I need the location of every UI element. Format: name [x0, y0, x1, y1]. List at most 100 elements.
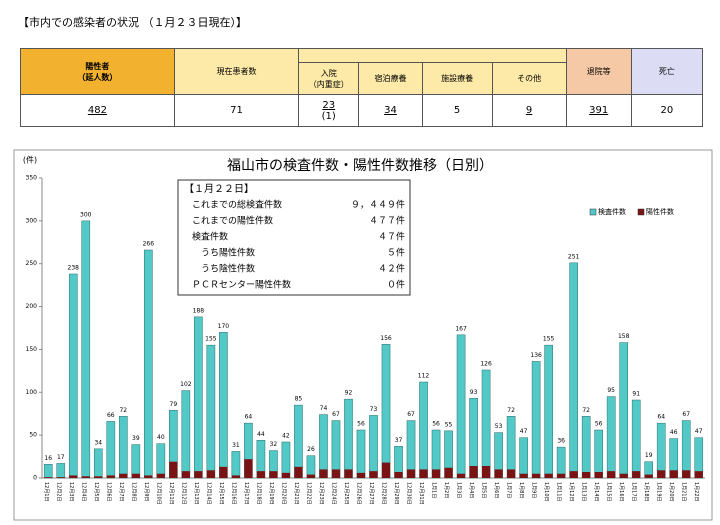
- positive-bar: [431, 469, 441, 478]
- x-tick-label: 12月10日: [155, 482, 161, 505]
- value-label: 34: [94, 439, 102, 446]
- test-bar: [144, 249, 153, 479]
- test-bar: [181, 390, 191, 479]
- positive-bar: [557, 473, 566, 478]
- positive-bar: [56, 477, 65, 478]
- value-label: 155: [543, 336, 555, 343]
- test-bar: [331, 420, 341, 479]
- test-bar: [531, 361, 541, 479]
- v: 71: [230, 105, 243, 116]
- test-bar: [56, 463, 66, 479]
- x-tick-label: 12月18日: [255, 482, 261, 505]
- x-tick-label: 1月1日: [431, 482, 437, 498]
- test-bar: [369, 415, 378, 479]
- test-bar: [406, 420, 416, 479]
- cell: 退院等: [565, 48, 632, 95]
- value-label: 167: [455, 325, 467, 332]
- annotation-value: ５件: [387, 247, 405, 259]
- x-tick-label: 12月20日: [280, 482, 286, 505]
- x-tick-label: 12月17日: [243, 482, 249, 505]
- value-label: 67: [332, 411, 340, 418]
- status-table: 陽性者 （延人数） 現在患者数 退院等 死亡 入院 （内重症） 宿泊療養 施設療養 …: [20, 48, 704, 127]
- value-label: 37: [395, 437, 403, 444]
- value-label: 92: [345, 390, 353, 397]
- positive-bar: [144, 475, 153, 478]
- positive-bar: [369, 471, 378, 478]
- test-bar: [344, 398, 353, 479]
- positive-bar: [119, 473, 128, 478]
- annotation-label: うち陰性件数: [192, 263, 255, 275]
- value-label: 17: [57, 454, 65, 461]
- h: 退院等: [586, 67, 611, 76]
- positive-bar: [94, 476, 103, 478]
- value-label: 170: [218, 323, 230, 330]
- test-bar: [231, 451, 241, 479]
- x-tick-label: 1月15日: [606, 482, 612, 502]
- value-label: 158: [618, 333, 630, 340]
- x-tick-label: 1月6日: [493, 482, 499, 498]
- value-label: 66: [107, 412, 115, 419]
- value-label: 36: [557, 438, 565, 445]
- value-label: 136: [530, 352, 542, 359]
- positive-bar: [356, 472, 366, 478]
- annotation-value: ４２件: [378, 263, 405, 275]
- cell: 入院 （内重症）: [298, 62, 360, 95]
- h: （延人数）: [77, 72, 118, 82]
- x-tick-label: 12月27日: [368, 482, 374, 505]
- annotation-box: [177, 179, 411, 296]
- value-label: 16: [44, 455, 52, 462]
- positive-bar: [69, 475, 78, 478]
- y-tick-label: 200: [26, 303, 38, 310]
- test-bar: [481, 369, 491, 479]
- y-tick-label: 50: [29, 432, 37, 439]
- annotation-value: ４７７件: [369, 215, 405, 227]
- v: 20: [660, 105, 674, 116]
- cell: [298, 48, 567, 63]
- x-tick-label: 12月13日: [193, 482, 199, 505]
- positive-bar: [569, 471, 578, 478]
- value-label: 95: [607, 387, 615, 394]
- positive-bar: [331, 469, 341, 478]
- value-label: 40: [157, 434, 165, 441]
- positive-bar: [419, 469, 428, 478]
- legend-label: 陽性件数: [646, 207, 674, 216]
- cell: 482: [20, 94, 175, 127]
- value-label: 72: [507, 407, 515, 414]
- x-tick-label: 12月14日: [205, 482, 211, 505]
- annotation-value: ９，４４９件: [351, 199, 405, 211]
- positive-bar: [256, 471, 265, 478]
- test-bar: [519, 437, 528, 479]
- x-tick-label: 12月9日: [143, 482, 149, 502]
- positive-bar: [169, 461, 178, 478]
- v: 23: [322, 99, 336, 111]
- x-tick-label: 1月16日: [618, 482, 624, 502]
- value-label: 39: [132, 435, 140, 442]
- test-bar: [656, 422, 666, 479]
- x-tick-label: 1月19日: [656, 482, 662, 502]
- x-tick-label: 12月26日: [355, 482, 361, 505]
- value-label: 67: [682, 411, 690, 418]
- cell: 71: [173, 94, 300, 127]
- value-label: 155: [205, 336, 217, 343]
- value-label: 67: [407, 411, 415, 418]
- positive-bar: [81, 476, 90, 478]
- value-label: 56: [357, 421, 365, 428]
- positive-bar: [156, 473, 165, 478]
- positive-bar: [131, 473, 140, 478]
- x-tick-label: 12月29日: [393, 482, 399, 505]
- value-label: 251: [568, 253, 580, 260]
- positive-bar: [544, 473, 553, 478]
- annotation-value: ０件: [387, 279, 405, 291]
- test-bar: [93, 448, 103, 479]
- value-label: 73: [370, 406, 378, 413]
- x-tick-label: 1月9日: [531, 482, 537, 498]
- x-tick-label: 1月4日: [468, 482, 474, 498]
- h: 死亡: [658, 67, 675, 76]
- y-tick-label: 100: [26, 389, 38, 396]
- positive-bar: [657, 470, 666, 478]
- test-bar: [156, 443, 166, 479]
- positive-bar: [682, 470, 691, 478]
- x-tick-label: 12月31日: [418, 482, 424, 505]
- test-bar: [356, 429, 366, 479]
